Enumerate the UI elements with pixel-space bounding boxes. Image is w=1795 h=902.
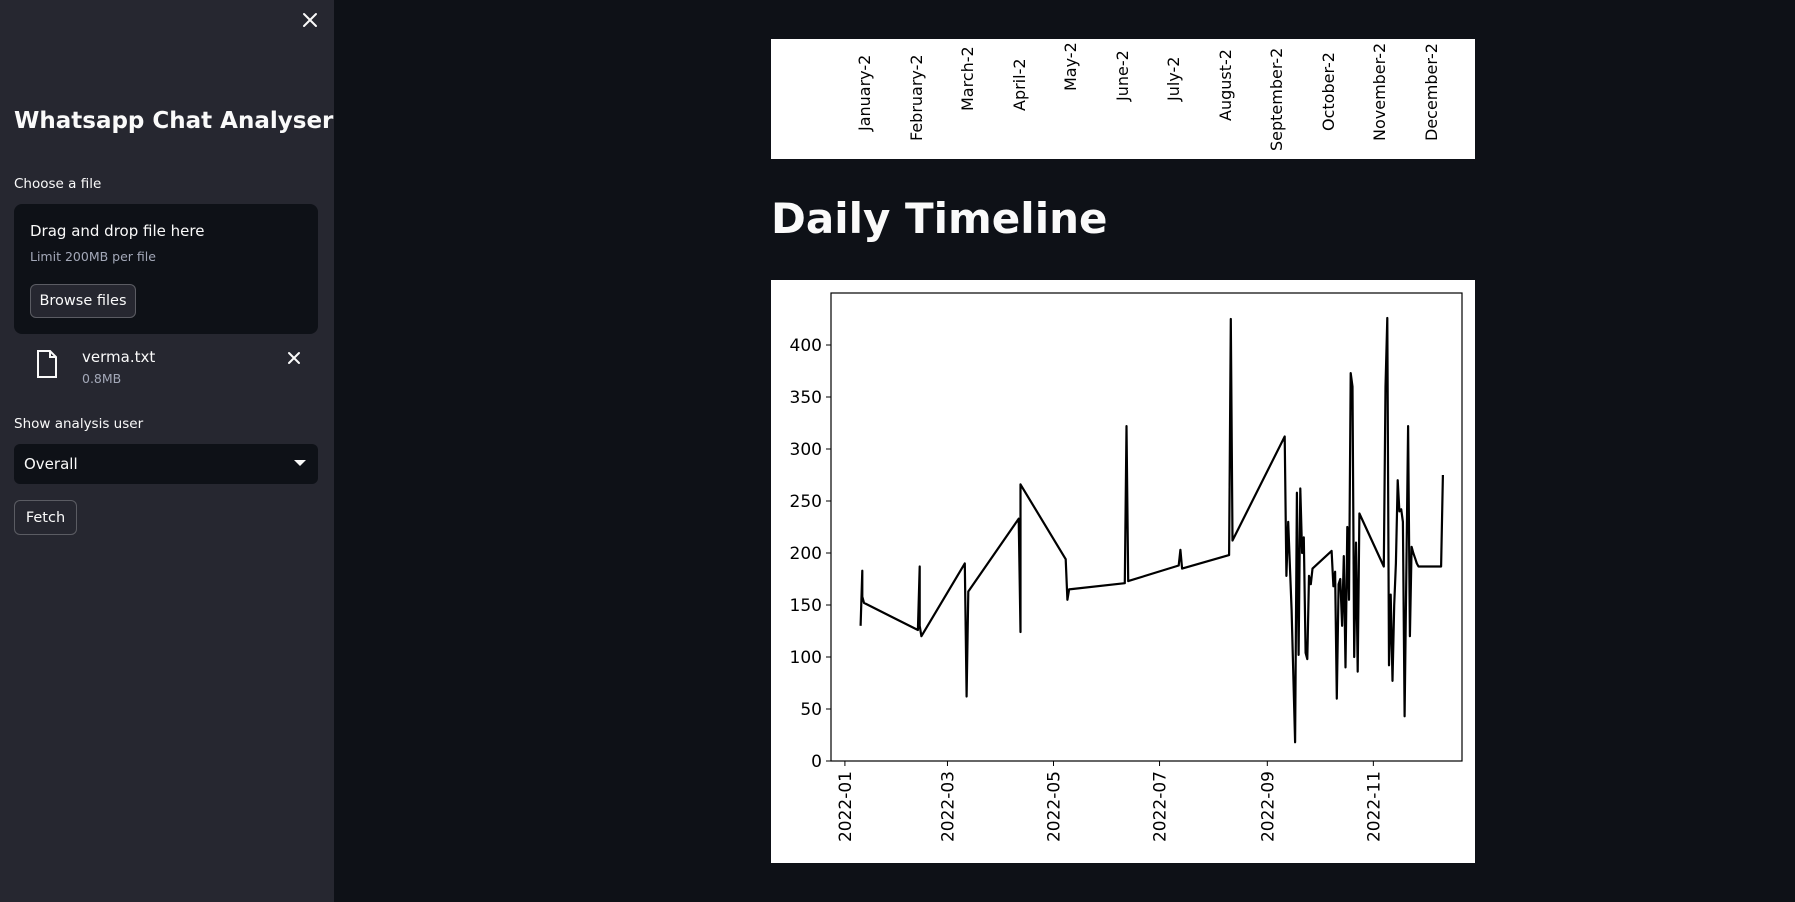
y-tick-label: 250 <box>790 492 822 512</box>
y-tick-label: 200 <box>790 544 822 564</box>
monthly-x-tick-label: December-2 <box>1421 43 1441 141</box>
plot-frame <box>830 292 1463 762</box>
y-tick-label: 300 <box>790 440 822 460</box>
close-sidebar-icon[interactable] <box>298 8 322 32</box>
y-tick-label: 50 <box>800 700 822 720</box>
x-tick-label: 2022-11 <box>1364 771 1384 842</box>
x-tick-label: 2022-09 <box>1258 771 1278 842</box>
x-tick-label: 2022-07 <box>1151 771 1171 842</box>
monthly-x-tick-label: April-2 <box>1009 58 1029 111</box>
user-select-value: Overall <box>24 455 78 473</box>
monthly-x-tick-label: November-2 <box>1370 42 1389 141</box>
file-uploader-label: Choose a file <box>14 176 102 192</box>
x-tick-label: 2022-03 <box>938 771 958 842</box>
monthly-x-tick-label: October-2 <box>1318 52 1338 131</box>
file-dropzone[interactable]: Drag and drop file here Limit 200MB per … <box>14 204 318 334</box>
chevron-down-icon <box>294 460 306 466</box>
x-tick-label: 2022-05 <box>1045 771 1065 842</box>
user-select-label: Show analysis user <box>14 416 144 432</box>
dropzone-limit: Limit 200MB per file <box>30 249 156 264</box>
file-size: 0.8MB <box>82 371 122 386</box>
monthly-x-tick-label: September-2 <box>1267 47 1286 151</box>
daily-timeline-plot: 0 50 100 150 200 250 300 350 400 2022-01 2022-03 20… <box>790 292 1463 842</box>
monthly-x-tick-label: August-2 <box>1215 49 1235 121</box>
monthly-x-tick-label: May-2 <box>1061 42 1080 91</box>
monthly-x-tick-label: March-2 <box>958 46 977 111</box>
sidebar: Whatsapp Chat Analyser Choose a file Dra… <box>0 0 334 902</box>
monthly-x-tick-label: July-2 <box>1164 56 1183 101</box>
daily-timeline-heading: Daily Timeline <box>771 194 1108 243</box>
uploaded-file: verma.txt 0.8MB <box>14 342 318 388</box>
x-tick-label: 2022-01 <box>836 771 856 842</box>
daily-messages-line <box>859 316 1444 744</box>
y-tick-label: 350 <box>790 388 822 408</box>
monthly-timeline-chart: January-2 February-2 March-2 April-2 May-2 Ju… <box>771 39 1475 159</box>
monthly-x-tick-label: February-2 <box>906 54 926 141</box>
daily-timeline-chart: 0 50 100 150 200 250 300 350 400 2022-01 2022-03 20… <box>771 280 1475 863</box>
app-title: Whatsapp Chat Analyser <box>14 108 334 134</box>
y-tick-label: 150 <box>790 596 822 616</box>
file-name: verma.txt <box>82 348 156 366</box>
monthly-x-tick-label: January-2 <box>855 54 874 131</box>
y-tick-label: 0 <box>811 752 822 772</box>
fetch-button[interactable]: Fetch <box>14 500 77 535</box>
user-select[interactable]: Overall <box>14 444 318 484</box>
monthly-x-tick-label: June-2 <box>1112 50 1132 101</box>
browse-files-button[interactable]: Browse files <box>30 284 136 318</box>
file-icon <box>36 350 58 378</box>
y-tick-label: 400 <box>790 336 822 356</box>
dropzone-instructions: Drag and drop file here <box>30 222 205 240</box>
remove-file-icon[interactable] <box>284 348 304 368</box>
y-tick-label: 100 <box>790 648 822 668</box>
